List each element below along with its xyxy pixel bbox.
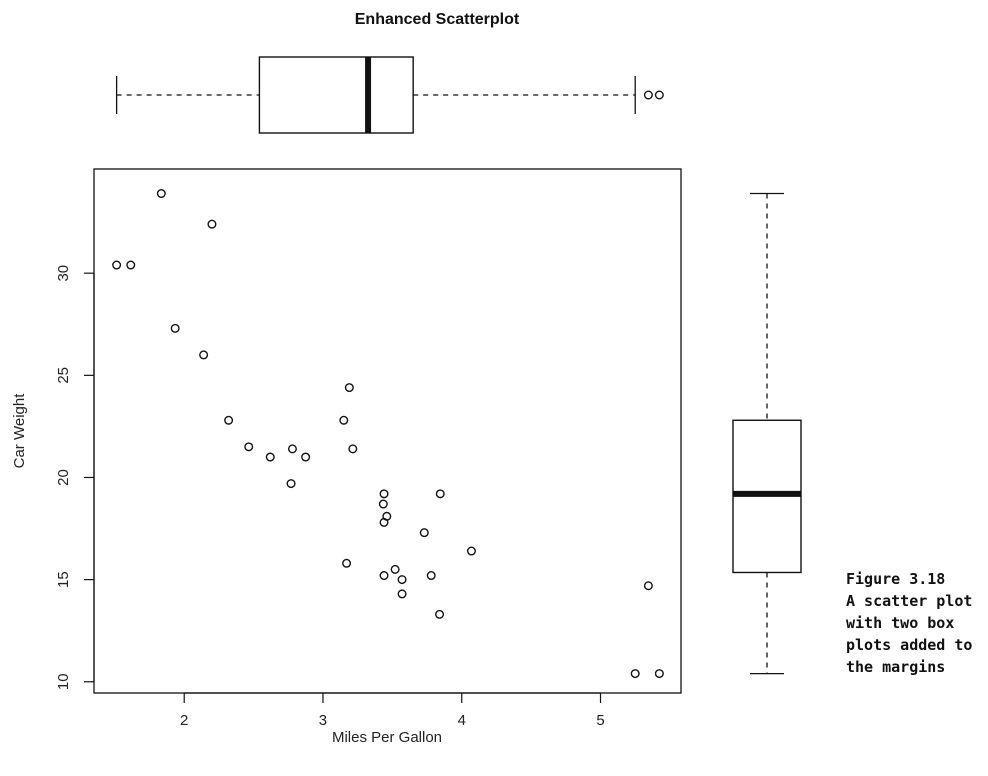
data-point [207,219,217,229]
data-point [170,323,180,333]
top-box [258,56,414,134]
y-tick-label: 15 [55,571,72,588]
chart-title: Enhanced Scatterplot [355,11,520,28]
top-outlier [643,90,653,100]
data-point [156,189,166,199]
data-point [301,452,311,462]
y-tick-label: 30 [55,265,72,282]
data-point [397,575,407,585]
data-point [112,260,122,270]
data-point [379,571,389,581]
caption-line: with two box [846,614,955,632]
x-axis: 2 3 4 5 [180,692,605,729]
data-point [287,444,297,454]
data-point [397,589,407,599]
top-boxplot [115,56,664,134]
x-tick-label: 3 [319,712,327,729]
caption-line: the margins [846,658,946,676]
caption-line: A scatter plot [846,592,973,610]
data-point [344,383,354,393]
data-point [382,511,392,521]
data-point [379,489,389,499]
x-axis-label: Miles Per Gallon [332,729,442,746]
plot-frame [93,168,682,694]
top-outlier [654,90,664,100]
data-point [378,499,388,509]
x-tick-label: 2 [180,712,188,729]
data-point [339,415,349,425]
data-point [244,442,254,452]
data-point [643,581,653,591]
data-point [342,558,352,568]
x-tick-label: 4 [458,712,466,729]
data-point [348,444,358,454]
data-point [435,489,445,499]
data-point [426,571,436,581]
data-point [286,479,296,489]
data-point [126,260,136,270]
scatter-points [112,189,664,679]
y-tick-label: 10 [55,673,72,690]
data-point [435,609,445,619]
data-point [390,564,400,574]
data-point [466,546,476,556]
y-tick-label: 25 [55,367,72,384]
caption-line: plots added to [846,636,973,654]
y-tick-label: 20 [55,469,72,486]
x-tick-label: 5 [596,712,604,729]
data-point [419,528,429,538]
y-axis-label: Car Weight [11,393,28,469]
data-point [630,669,640,679]
y-axis: 10 15 20 25 30 [55,265,95,690]
data-point [654,669,664,679]
caption-line: Figure 3.18 [846,570,946,588]
right-boxplot [732,192,802,675]
data-point [199,350,209,360]
data-point [265,452,275,462]
data-point [224,415,234,425]
figure-caption: Figure 3.18 A scatter plot with two box … [846,568,988,678]
